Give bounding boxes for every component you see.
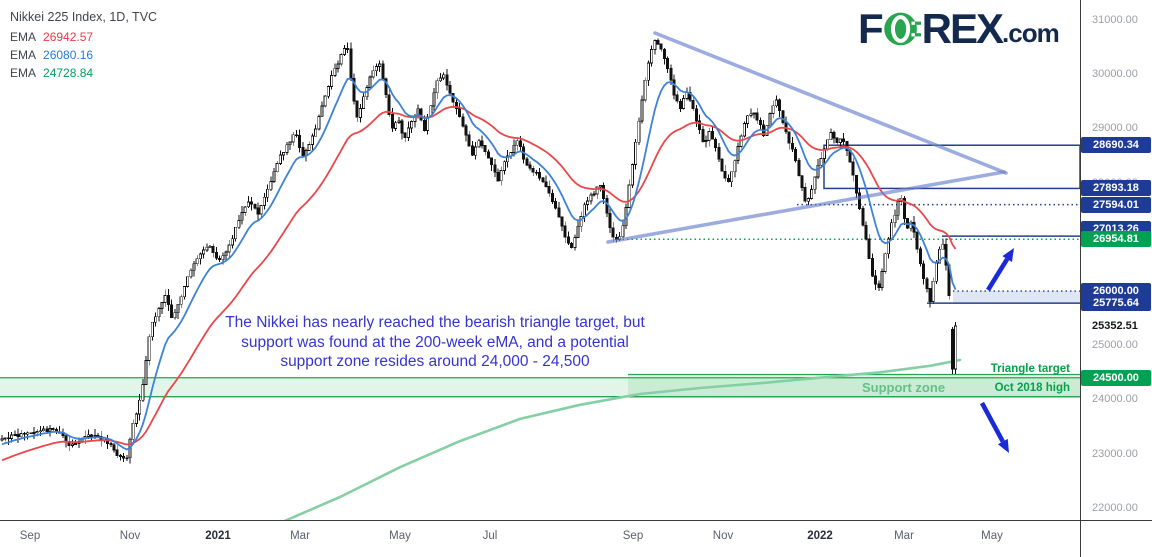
price-badge-navy: 26000.00 — [1081, 283, 1151, 300]
price-axis-tick: 31000.00 — [1092, 14, 1138, 27]
ema-red-line — [1, 106, 957, 462]
time-axis-tick: Nov — [712, 530, 734, 542]
last-price-label: 25352.51 — [1092, 320, 1138, 333]
time-axis-tick: Mar — [290, 530, 310, 542]
logo-text-com: .com — [1002, 17, 1060, 48]
triangle-target-label: Triangle target — [990, 363, 1070, 375]
target-zone — [953, 291, 1080, 304]
price-axis-tick: 24000.00 — [1092, 393, 1138, 406]
resistance-box — [823, 144, 1080, 190]
time-axis-tick: 2022 — [807, 530, 833, 542]
support-zone-label: Support zone — [862, 380, 946, 395]
time-axis-tick: Mar — [894, 530, 914, 542]
price-axis-tick: 30000.00 — [1092, 68, 1138, 81]
annotation-line: support zone resides around 24,000 - 24,… — [280, 353, 590, 370]
ema-value-green: 24728.84 — [43, 66, 94, 80]
oct-2018-high-label: Oct 2018 high — [994, 382, 1070, 394]
ema-row-green: EMA 24728.84 — [10, 64, 157, 82]
price-axis-border — [1080, 0, 1081, 557]
symbol-title: Nikkei 225 Index, 1D, TVC — [10, 10, 158, 24]
time-axis-tick: May — [389, 530, 411, 542]
time-axis-tick: Jul — [482, 530, 498, 542]
ema-label: EMA — [10, 66, 37, 80]
annotation-line: The Nikkei has nearly reached the bearis… — [225, 314, 645, 331]
price-badge-navy: 28690.34 — [1081, 137, 1151, 154]
ema-blue-line — [1, 77, 957, 451]
arrow-up-icon — [986, 248, 1014, 292]
price-badge-navy: 25775.64 — [1081, 295, 1151, 312]
ema-row-blue: EMA 26080.16 — [10, 46, 157, 64]
ema-value-blue: 26080.16 — [43, 48, 94, 62]
analysis-annotation: The Nikkei has nearly reached the bearis… — [175, 313, 695, 372]
price-axis-tick: 29000.00 — [1092, 122, 1138, 135]
price-badge-navy: 27893.18 — [1081, 180, 1151, 197]
arrow-down-icon — [979, 401, 1009, 453]
legend: Nikkei 225 Index, 1D, TVC EMA 26942.57 EM… — [10, 8, 157, 82]
candlesticks — [0, 38, 958, 464]
triangle-trendline-upper[interactable] — [653, 31, 1008, 175]
price-badge-navy: 27594.01 — [1081, 196, 1151, 213]
ema-value-red: 26942.57 — [43, 30, 94, 44]
price-badge-green: 24500.00 — [1081, 370, 1151, 386]
time-axis-border — [0, 520, 1152, 521]
logo-o-plug-icon — [883, 12, 921, 46]
support-zone — [0, 377, 1080, 398]
price-axis-tick: 23000.00 — [1092, 447, 1138, 460]
annotation-line: support was found at the 200-week eMA, a… — [241, 333, 629, 351]
chart-plot-area[interactable] — [0, 0, 1080, 520]
logo-text-rex: REX — [921, 5, 1004, 52]
price-axis-tick: 25000.00 — [1092, 339, 1138, 352]
ema-label: EMA — [10, 30, 37, 44]
price-axis-tick: 22000.00 — [1092, 501, 1138, 514]
time-axis-tick: 2021 — [205, 530, 231, 542]
ema-200-week-line — [283, 358, 962, 520]
ema-row-red: EMA 26942.57 — [10, 28, 157, 46]
time-axis-tick: Nov — [119, 530, 141, 542]
time-axis-tick: Sep — [622, 530, 644, 542]
time-axis-tick: May — [981, 530, 1003, 542]
logo-text-f: F — [858, 5, 884, 52]
triangle-trendline-lower[interactable] — [606, 170, 1006, 244]
ema-label: EMA — [10, 48, 37, 62]
time-axis-tick: Sep — [19, 530, 41, 542]
price-badge-green: 26954.81 — [1081, 231, 1151, 248]
forex-com-logo: F REX .com — [858, 5, 1060, 52]
